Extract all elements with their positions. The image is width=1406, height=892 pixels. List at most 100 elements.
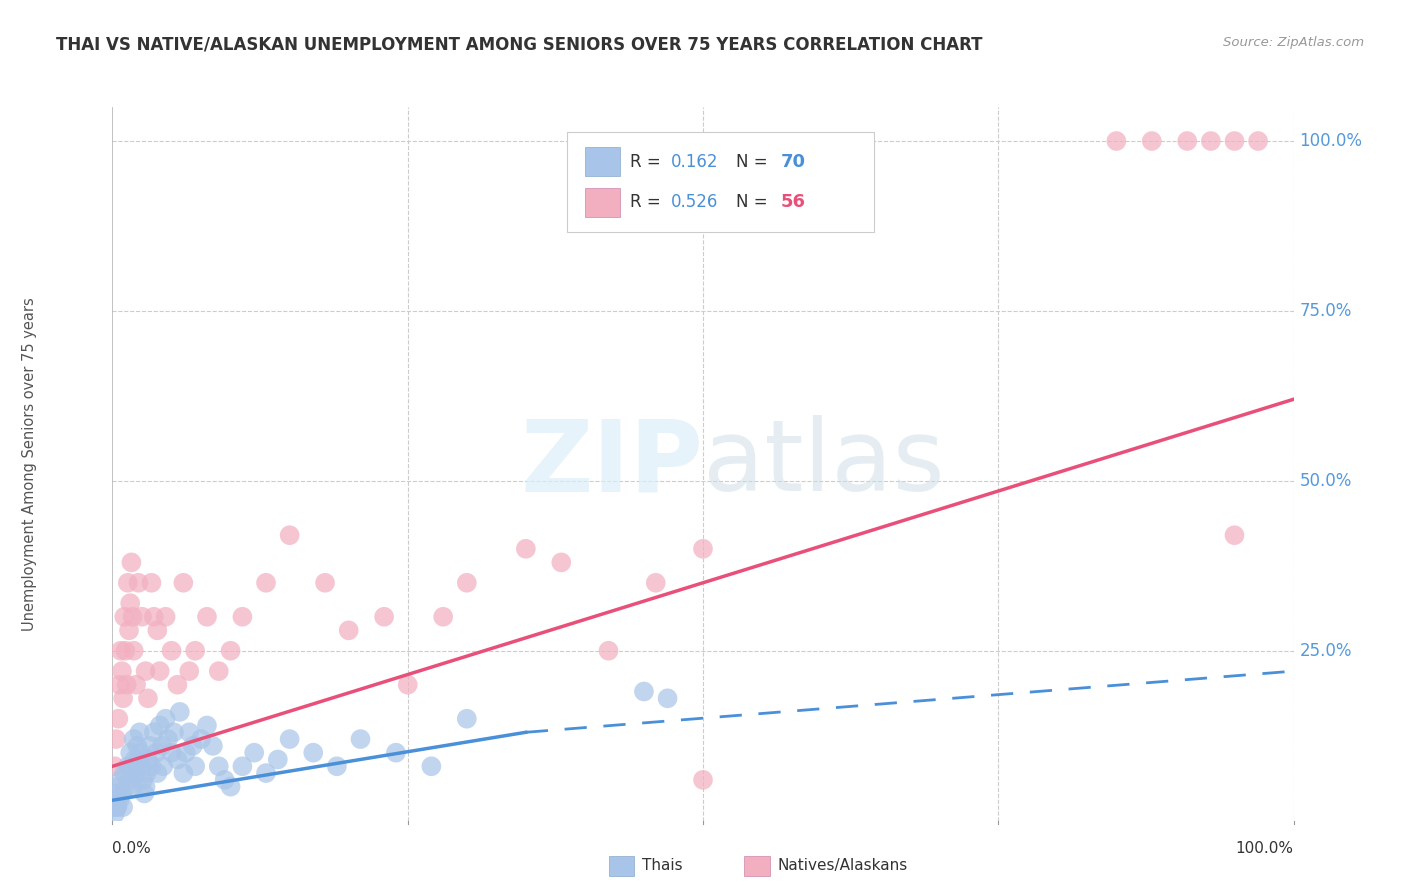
Point (150, 739, 173, 753)
Point (184, 644, 207, 658)
Point (278, 528, 301, 542)
Point (1223, 134, 1246, 148)
Point (117, 575, 139, 590)
Point (195, 609, 218, 624)
Text: R =: R = (630, 194, 666, 211)
Point (125, 766, 148, 780)
Point (128, 725, 150, 739)
Text: 100.0%: 100.0% (1236, 841, 1294, 855)
Text: R =: R = (630, 153, 666, 170)
Point (160, 746, 183, 760)
Point (146, 624, 169, 638)
Point (145, 746, 167, 760)
Point (156, 732, 179, 747)
Point (120, 596, 142, 610)
Point (135, 664, 157, 678)
Text: 25.0%: 25.0% (1299, 641, 1353, 660)
Point (131, 609, 153, 624)
Text: ZIP: ZIP (520, 416, 703, 512)
Point (243, 746, 266, 760)
Point (104, 806, 127, 821)
Point (105, 793, 128, 807)
Point (127, 739, 149, 753)
Point (166, 752, 188, 766)
Text: 70: 70 (780, 153, 806, 170)
Point (515, 541, 537, 556)
Point (644, 575, 666, 590)
Text: 56: 56 (780, 194, 806, 211)
Point (118, 624, 141, 638)
Bar (585, 147, 620, 176)
Point (302, 746, 325, 760)
Point (134, 787, 156, 801)
Bar (585, 188, 620, 217)
Point (692, 541, 714, 556)
Point (112, 800, 135, 814)
Text: Thais: Thais (641, 858, 682, 873)
Point (172, 766, 194, 780)
Point (124, 752, 146, 766)
Text: 50.0%: 50.0% (1299, 472, 1351, 490)
Point (254, 766, 277, 780)
Point (108, 793, 131, 807)
Text: N =: N = (737, 194, 773, 211)
Point (141, 759, 163, 773)
Point (155, 712, 177, 726)
Point (115, 780, 138, 794)
Point (432, 609, 454, 624)
Point (190, 732, 212, 747)
Point (1140, 134, 1163, 148)
Point (110, 644, 132, 658)
Point (105, 793, 128, 807)
Point (107, 780, 129, 794)
Text: Source: ZipAtlas.com: Source: ZipAtlas.com (1223, 36, 1364, 49)
Point (1199, 134, 1222, 148)
Point (115, 678, 138, 692)
Point (146, 766, 169, 780)
Point (104, 787, 127, 801)
Text: Natives/Alaskans: Natives/Alaskans (778, 858, 908, 873)
Point (160, 644, 183, 658)
Text: atlas: atlas (703, 416, 945, 512)
Point (1223, 528, 1246, 542)
Point (111, 664, 134, 678)
Point (179, 664, 201, 678)
Point (267, 752, 290, 766)
Point (122, 732, 145, 747)
Point (420, 759, 443, 773)
Point (142, 609, 165, 624)
Point (136, 691, 159, 706)
Text: N =: N = (737, 153, 773, 170)
Point (152, 759, 174, 773)
Point (385, 746, 408, 760)
Point (155, 609, 177, 624)
Point (373, 609, 395, 624)
Bar (609, 855, 634, 876)
Point (184, 759, 207, 773)
Point (219, 644, 242, 658)
Point (105, 732, 128, 747)
Point (108, 678, 131, 692)
Point (179, 725, 201, 739)
Point (396, 678, 419, 692)
Point (105, 800, 128, 814)
Point (103, 800, 125, 814)
Point (349, 732, 371, 747)
FancyBboxPatch shape (567, 132, 875, 232)
Point (141, 575, 163, 590)
Point (112, 691, 135, 706)
Point (121, 780, 143, 794)
Point (208, 664, 231, 678)
Point (118, 772, 141, 787)
Point (692, 772, 714, 787)
Point (172, 575, 194, 590)
Point (120, 759, 142, 773)
Point (314, 575, 336, 590)
Point (110, 772, 132, 787)
Point (135, 766, 157, 780)
Point (219, 780, 242, 794)
Point (550, 555, 572, 569)
Point (1175, 134, 1198, 148)
Text: THAI VS NATIVE/ALASKAN UNEMPLOYMENT AMONG SENIORS OVER 75 YEARS CORRELATION CHAR: THAI VS NATIVE/ALASKAN UNEMPLOYMENT AMON… (56, 36, 983, 54)
Point (208, 759, 231, 773)
